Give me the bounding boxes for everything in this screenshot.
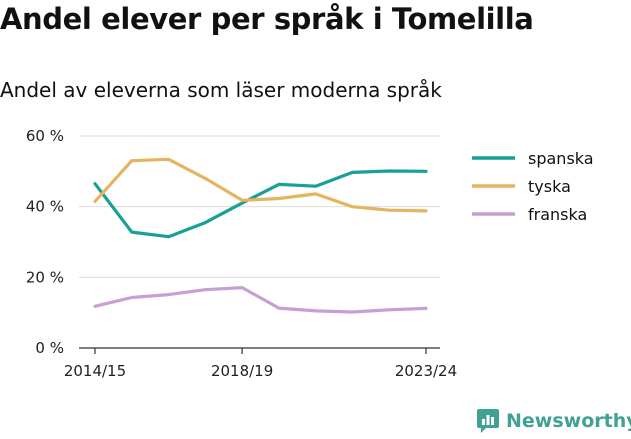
y-axis-ticks: 0 % 20 % 40 % 60 % <box>26 127 64 357</box>
y-tick-label: 0 % <box>35 339 64 357</box>
chart-title: Andel elever per språk i Tomelilla <box>0 2 534 36</box>
brand-name: Newsworthy <box>506 410 631 432</box>
series-line-tyska <box>93 157 428 213</box>
y-tick-label: 60 % <box>26 127 64 145</box>
legend-label-franska: franska <box>528 205 587 224</box>
newsworthy-logo-icon <box>477 409 499 433</box>
legend: spanska tyska franska <box>472 149 594 224</box>
x-tick-label: 2023/24 <box>395 362 457 380</box>
legend-label-tyska: tyska <box>528 177 571 196</box>
x-axis-ticks: 2014/15 2018/19 2023/24 <box>64 348 457 380</box>
series-line-franska <box>93 286 428 314</box>
series-line-spanska <box>93 169 428 239</box>
chart-subtitle: Andel av eleverna som läser moderna språ… <box>0 78 442 102</box>
series-lines <box>93 157 428 314</box>
newsworthy-brand[interactable]: Newsworthy <box>476 408 631 434</box>
legend-label-spanska: spanska <box>528 149 594 168</box>
grid-lines <box>79 135 440 349</box>
x-tick-label: 2018/19 <box>211 362 273 380</box>
x-tick-label: 2014/15 <box>64 362 126 380</box>
y-tick-label: 20 % <box>26 268 64 286</box>
y-tick-label: 40 % <box>26 198 64 216</box>
